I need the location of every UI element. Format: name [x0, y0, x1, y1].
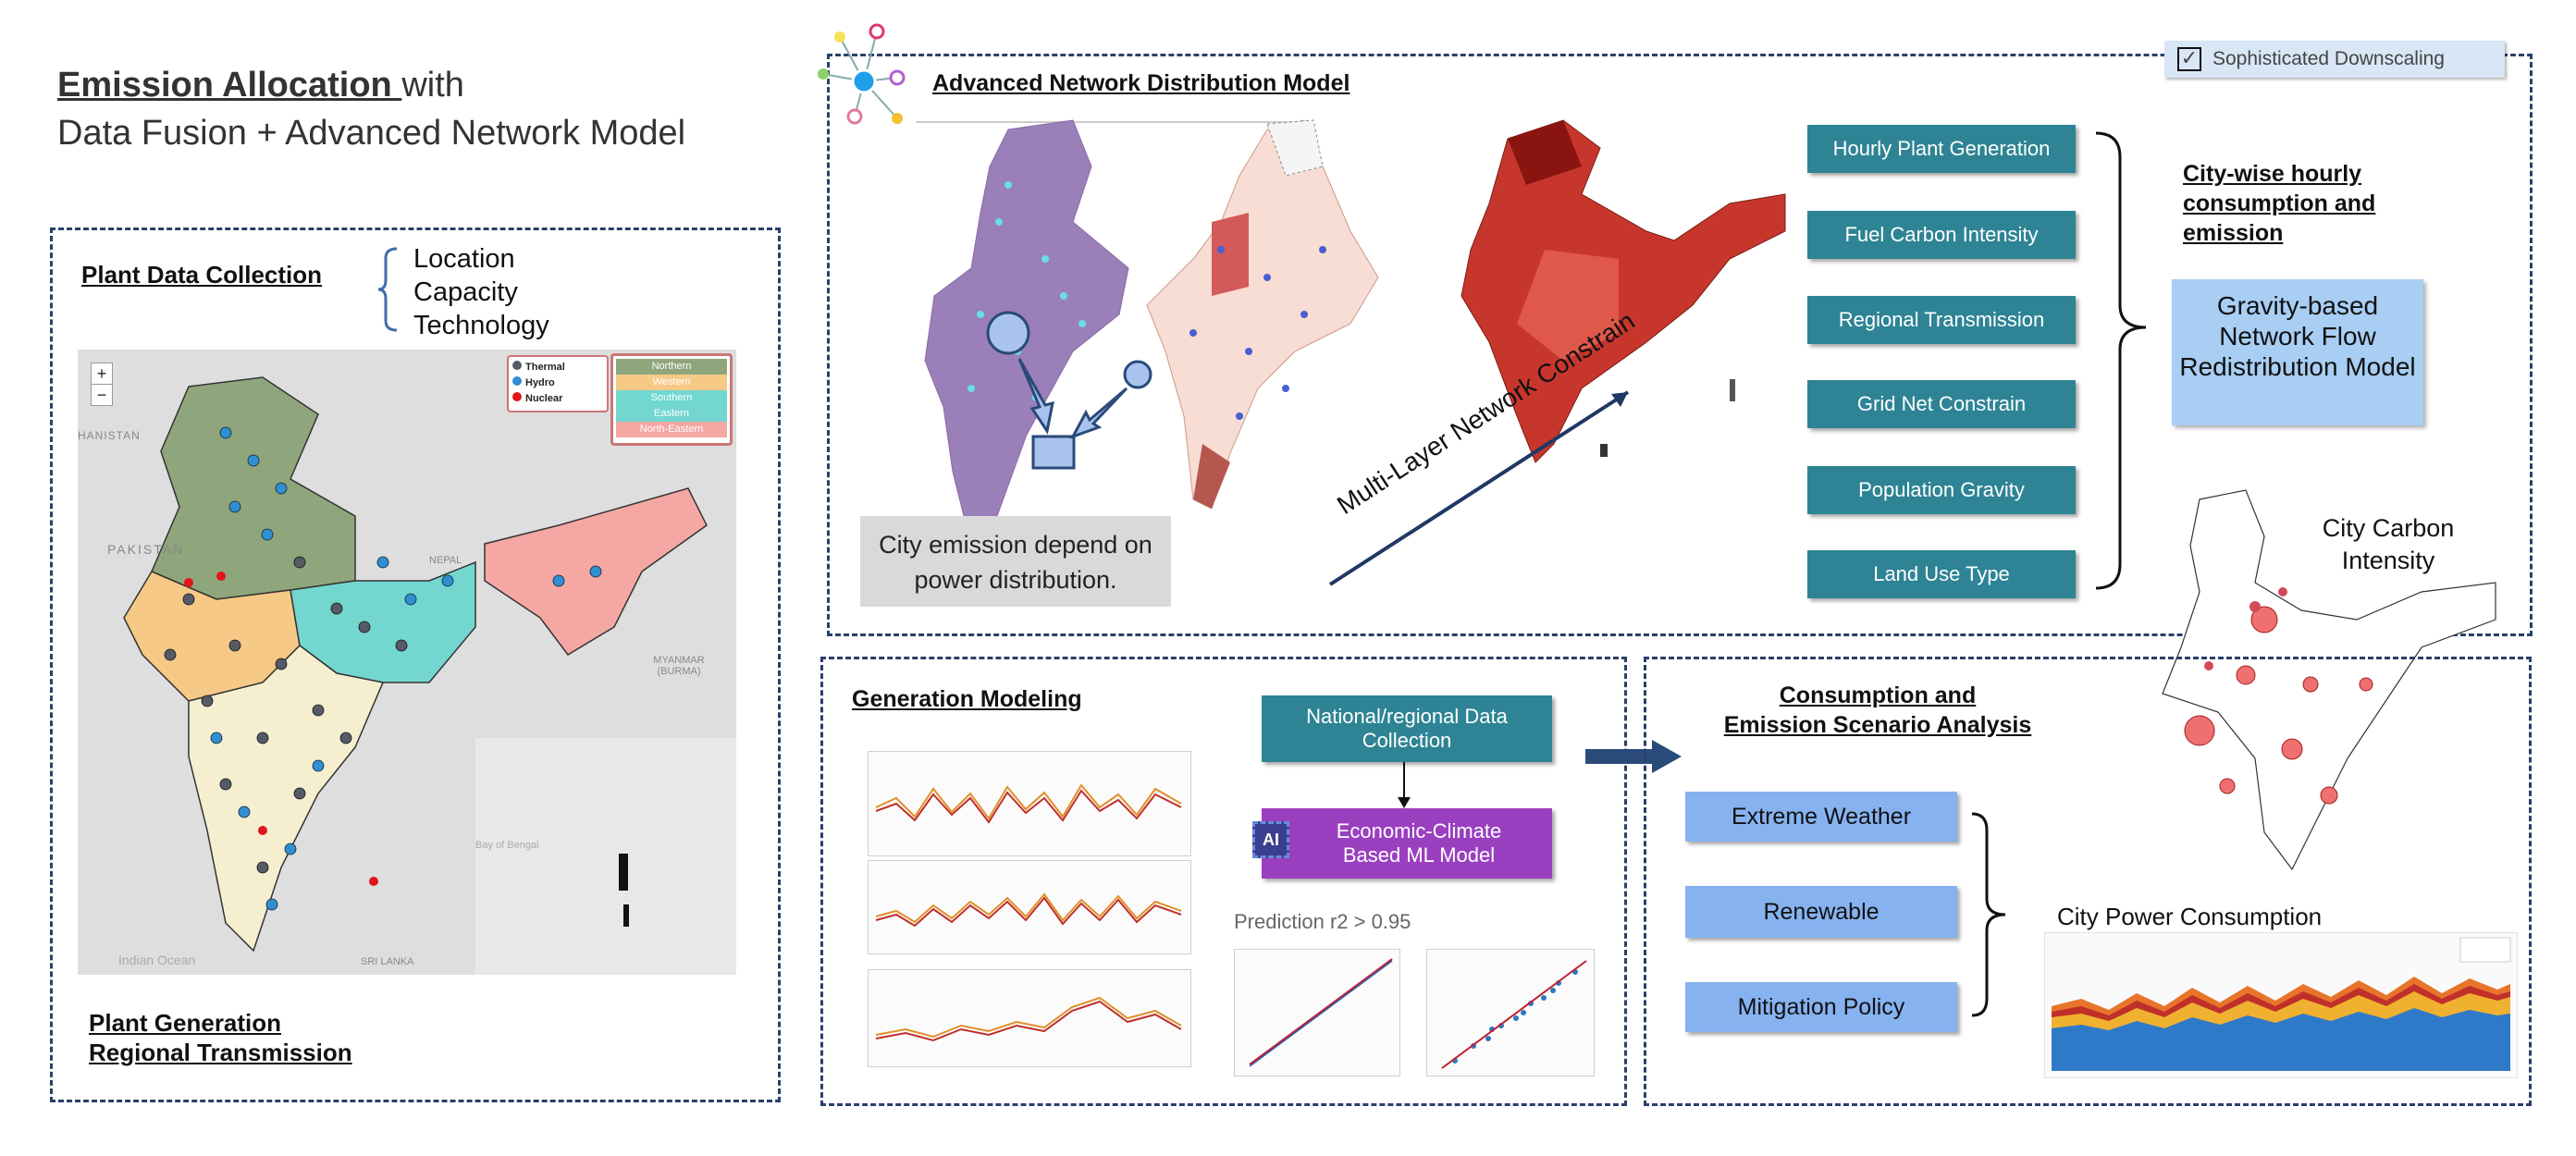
ai-chip-icon: AI: [1252, 821, 1289, 858]
factor-fuel-carbon-intensity: Fuel Carbon Intensity: [1807, 211, 2076, 259]
factor-hourly-plant-generation: Hourly Plant Generation: [1807, 125, 2076, 173]
thermal-dot-icon: [512, 361, 522, 370]
region-legend: Northern Western Southern Eastern North-…: [610, 353, 733, 446]
ml-model-label: Economic-Climate Based ML Model: [1336, 819, 1502, 867]
map-label-sri-lanka: SRI LANKA: [361, 956, 414, 967]
outcome-label: City-wise hourly consumption and emissio…: [2183, 161, 2376, 246]
scenario-renewable: Renewable: [1685, 886, 1957, 938]
consumption-heading-line2: Emission Scenario Analysis: [1723, 712, 2032, 738]
plant-footer: Plant Generation Regional Transmission: [89, 1008, 352, 1067]
timeseries-plot-2: [868, 860, 1191, 954]
ai-chip-label: AI: [1263, 830, 1279, 849]
power-consumption-title: City Power Consumption: [2057, 903, 2323, 930]
factor-grid-net-constrain: Grid Net Constrain: [1807, 380, 2076, 428]
consumption-heading-line1: Consumption and: [1779, 683, 1977, 708]
scenarios-brace: [1971, 812, 2006, 1017]
legend-thermal: Thermal: [512, 360, 603, 375]
regional-transmission-label: Regional Transmission: [89, 1039, 352, 1066]
legend-hydro: Hydro: [512, 375, 603, 391]
scatter-plot-2: [1426, 949, 1595, 1076]
factor-population-gravity: Population Gravity: [1807, 466, 2076, 514]
plant-type-legend: Thermal Hydro Nuclear: [507, 355, 609, 412]
generation-heading: Generation Modeling: [852, 686, 1082, 712]
generation-panel: [820, 657, 1627, 1106]
plant-data-panel: [50, 228, 781, 1102]
legend-eastern: Eastern: [616, 406, 727, 422]
hydro-dot-icon: [512, 376, 522, 386]
consumption-panel: [1644, 657, 2532, 1106]
map-label-nepal: NEPAL: [429, 555, 462, 566]
timeseries-plot-3: [868, 969, 1191, 1067]
scenario-mitigation-policy: Mitigation Policy: [1685, 982, 1957, 1032]
nuclear-dot-icon: [512, 392, 522, 401]
scenario-extreme-weather: Extreme Weather: [1685, 792, 1957, 842]
title-subtitle: Data Fusion + Advanced Network Model: [57, 114, 686, 153]
title-bold: Emission Allocation: [57, 66, 402, 105]
factor-land-use-type: Land Use Type: [1807, 550, 2076, 598]
plant-map: + − Thermal Hydro Nuclear Northern Weste…: [78, 350, 736, 975]
attr-capacity: Capacity: [413, 277, 518, 307]
checkbox-icon: ✓: [2177, 47, 2201, 71]
collection-down-arrow: [1398, 762, 1411, 808]
city-carbon-map: [2162, 489, 2496, 871]
network-maps: [916, 119, 1786, 586]
city-emission-note: City emission depend on power distributi…: [860, 516, 1171, 607]
attributes-brace: [377, 247, 398, 332]
factors-brace: [2095, 131, 2147, 590]
legend-northern: Northern: [616, 359, 727, 375]
plant-map-graphic: [78, 350, 736, 975]
attr-location: Location: [413, 244, 515, 274]
scatter-plot-1: [1234, 949, 1400, 1076]
map-label-indian-ocean: Indian Ocean: [118, 953, 196, 967]
legend-southern: Southern: [616, 390, 727, 406]
attr-technology: Technology: [413, 311, 549, 340]
power-consumption-chart: [2044, 932, 2518, 1078]
map-label-myanmar: MYANMAR (BURMA): [653, 655, 705, 677]
map-label-afghanistan: HANISTAN: [78, 429, 141, 442]
legend-nuclear: Nuclear: [512, 391, 603, 407]
zoom-in-button[interactable]: +: [96, 364, 107, 383]
legend-north-eastern: North-Eastern: [616, 422, 727, 437]
title-rest: with: [401, 66, 464, 105]
ml-model-box: AI Economic-Climate Based ML Model: [1252, 808, 1552, 879]
zoom-out-button[interactable]: −: [92, 384, 112, 405]
city-carbon-label: City Carbon Intensity: [2322, 514, 2455, 574]
gravity-model-box: Gravity-based Network Flow Redistributio…: [2172, 279, 2423, 425]
plant-generation-label: Plant Generation: [89, 1009, 282, 1037]
plant-data-heading: Plant Data Collection: [81, 261, 323, 289]
consumption-heading: Consumption and Emission Scenario Analys…: [1711, 681, 2044, 740]
flow-right-arrow-icon: [1585, 740, 1682, 773]
downscaling-label: Sophisticated Downscaling: [2212, 48, 2445, 69]
network-heading: Advanced Network Distribution Model: [932, 70, 1350, 96]
data-collection-box: National/regional Data Collection: [1262, 695, 1552, 762]
network-icon: [818, 23, 906, 125]
plant-attributes: Location Capacity Technology: [413, 242, 549, 342]
map-label-pakistan: PAKISTAN: [107, 542, 185, 557]
page-title: Emission Allocation with Data Fusion + A…: [57, 61, 685, 157]
downscaling-badge: ✓ Sophisticated Downscaling: [2164, 41, 2505, 78]
timeseries-plot-1: [868, 751, 1191, 856]
network-panel: [827, 54, 2533, 636]
map-zoom-control: + −: [91, 363, 113, 406]
factor-regional-transmission: Regional Transmission: [1807, 296, 2076, 344]
legend-western: Western: [616, 375, 727, 390]
prediction-label: Prediction r2 > 0.95: [1234, 910, 1411, 933]
map-label-bay-of-bengal: Bay of Bengal: [475, 840, 539, 851]
